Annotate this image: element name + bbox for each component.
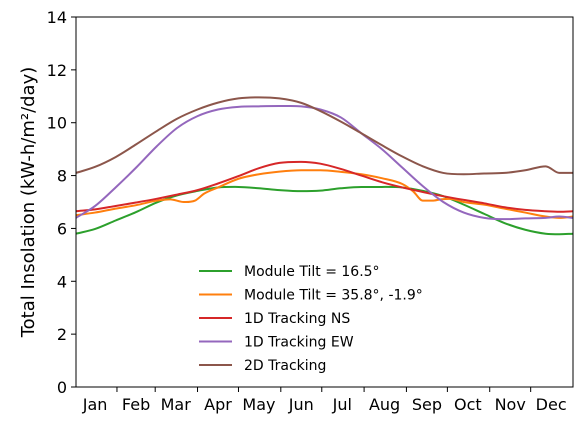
y-tick-label: 6 xyxy=(57,219,67,238)
legend-label: 1D Tracking EW xyxy=(244,335,354,351)
x-tick-label: Jun xyxy=(288,395,314,414)
plot-series-group xyxy=(75,96,574,236)
legend-label: Module Tilt = 35.8°, -1.9° xyxy=(244,288,423,304)
x-tick-label: Jul xyxy=(332,395,352,414)
legend-label: 2D Tracking xyxy=(244,358,326,374)
legend: Module Tilt = 16.5° Module Tilt = 35.8°, … xyxy=(199,264,423,374)
y-axis-ticks: 0 2 4 6 8 10 12 14 xyxy=(47,8,76,397)
legend-label: Module Tilt = 16.5° xyxy=(244,264,380,280)
x-tick-label: Dec xyxy=(536,395,567,414)
y-tick-label: 2 xyxy=(57,325,67,344)
x-tick-label: May xyxy=(242,395,275,414)
x-tick-label: Apr xyxy=(204,395,232,414)
x-tick-label: Sep xyxy=(412,395,442,414)
x-tick-label: Feb xyxy=(122,395,150,414)
y-axis-label: Total Insolation (kW-h/m²/day) xyxy=(18,67,39,339)
series-line-5 xyxy=(75,96,573,176)
x-tick-label: Oct xyxy=(454,395,482,414)
x-tick-label: Nov xyxy=(495,395,526,414)
series-line-2 xyxy=(75,169,574,219)
series-line-1 xyxy=(75,185,574,236)
series-line-4 xyxy=(75,104,574,221)
x-tick-label: Mar xyxy=(161,395,192,414)
y-tick-label: 12 xyxy=(47,61,67,80)
y-tick-label: 4 xyxy=(57,272,67,291)
x-tick-label: Aug xyxy=(369,395,400,414)
plot-frame xyxy=(75,16,574,388)
x-axis-ticks: Jan Feb Mar Apr May Jun Jul Aug Sep Oct Nov Dec xyxy=(82,387,567,414)
y-tick-label: 14 xyxy=(47,8,67,27)
y-tick-label: 8 xyxy=(57,167,67,186)
series-line-3 xyxy=(75,160,574,213)
y-tick-label: 0 xyxy=(57,378,67,397)
y-tick-label: 10 xyxy=(47,114,67,133)
legend-label: 1D Tracking NS xyxy=(244,311,350,327)
x-tick-label: Jan xyxy=(82,395,108,414)
